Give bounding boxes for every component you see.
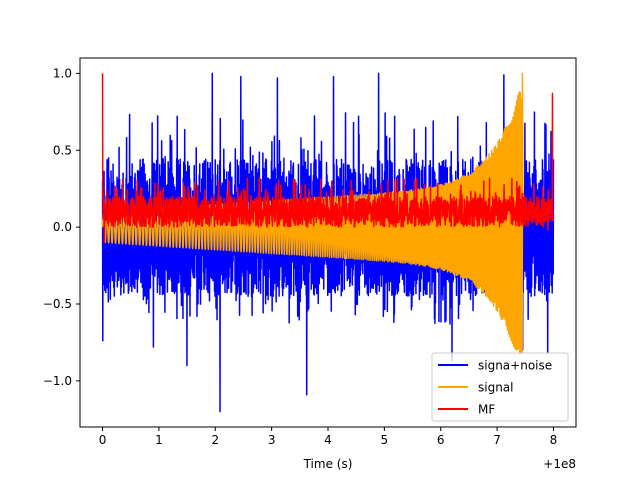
x-tick-label: 5 [381,433,389,447]
y-tick-label: 0.5 [53,143,72,157]
x-tick-label: 8 [550,433,558,447]
legend-label-signal: signal [478,381,514,395]
y-tick-label: −0.5 [43,297,72,311]
axis-ticks: 0 1 2 3 4 5 6 7 8 1.0 0.5 0.0 −0.5 −1.0 [43,66,557,447]
x-tick-label: 3 [268,433,276,447]
x-tick-label: 0 [99,433,107,447]
legend-box [431,352,569,422]
x-axis-label: Time (s) [303,457,353,471]
y-tick-label: 0.0 [53,220,72,234]
y-tick-label: −1.0 [43,374,72,388]
legend: signa+noise signal MF [431,352,569,422]
plot-area [101,72,555,413]
x-offset-label: +1e8 [543,457,576,471]
x-tick-label: 4 [324,433,332,447]
legend-label-mf: MF [478,403,495,417]
x-tick-label: 6 [437,433,445,447]
x-tick-label: 1 [155,433,163,447]
legend-label-signal-noise: signa+noise [478,359,552,373]
x-tick-label: 2 [211,433,219,447]
y-tick-label: 1.0 [53,66,72,80]
x-tick-label: 7 [493,433,501,447]
series-line-mf [101,73,555,244]
